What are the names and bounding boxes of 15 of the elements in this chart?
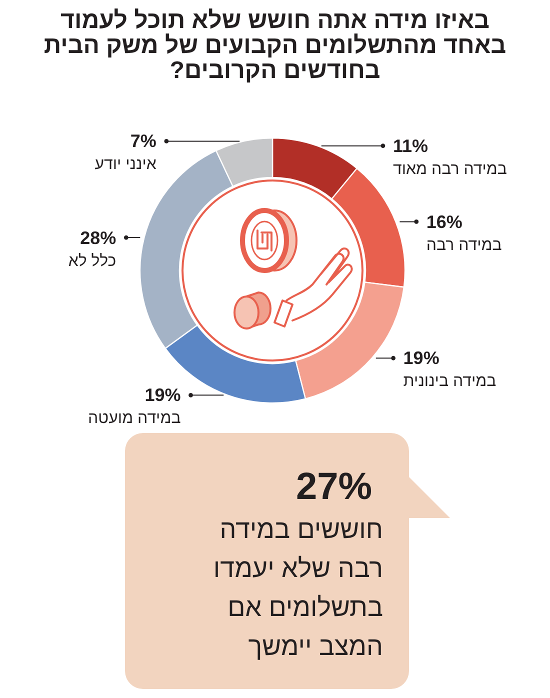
data-label: 7% (130, 132, 156, 150)
data-label: 19% (403, 349, 440, 368)
annotation: 27% (296, 468, 372, 506)
category-label: אינני יודע (94, 157, 156, 174)
category-label: במידה רבה (426, 238, 502, 254)
category-label: במידה רבה מאוד (392, 162, 507, 178)
data-label: 19% (144, 386, 181, 404)
title: באיזו מידה אתה חושש שלא תוכל לעמוד באחד מהתשלומים הקבועים של משק הבית בחודשים הקרובים? (42, 8, 508, 83)
category-label: כלל לא (68, 254, 116, 270)
data-label: 11% (392, 136, 428, 155)
data-label: 28% (80, 228, 116, 247)
data-label: 16% (426, 212, 462, 231)
category-label: במידה מועטה (88, 411, 181, 428)
annotation: חוששים במידה רבה שלא יעמדו בתשלומים אם המצב יימשך (212, 513, 383, 663)
category-label: במידה בינונית (403, 374, 496, 390)
